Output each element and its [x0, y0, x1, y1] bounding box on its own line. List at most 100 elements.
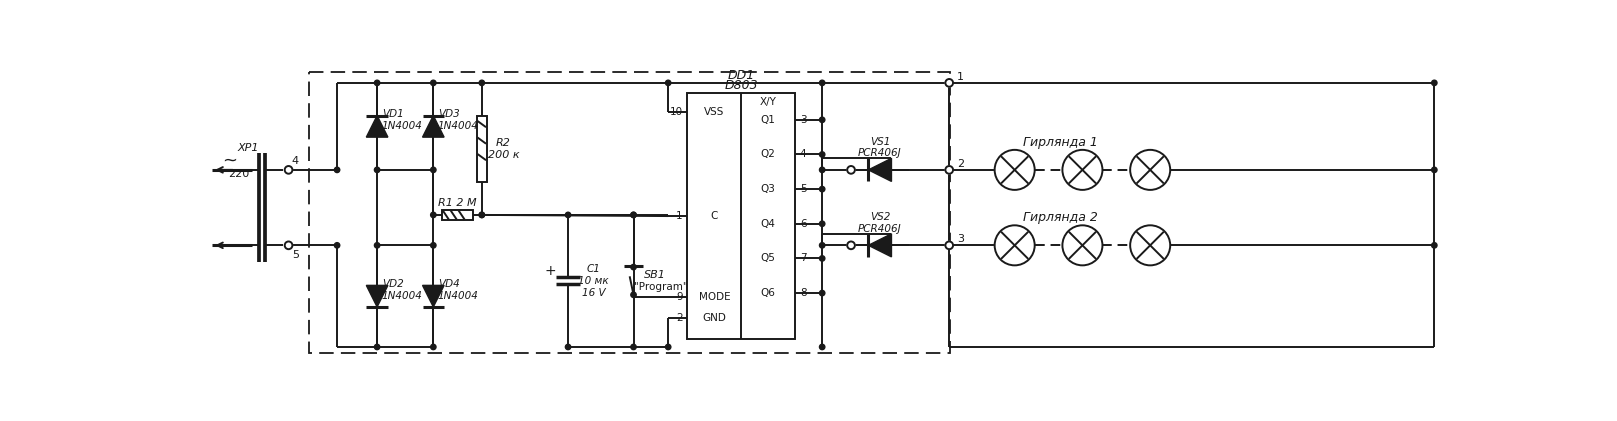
Text: 8: 8 [800, 288, 807, 298]
Circle shape [820, 344, 825, 350]
Text: C: C [711, 211, 718, 221]
Text: VSS: VSS [703, 107, 724, 117]
Bar [309, 72, 951, 353]
Circle shape [375, 344, 380, 350]
Text: VD3
1N4004: VD3 1N4004 [438, 109, 479, 131]
Text: R1 2 M: R1 2 M [438, 197, 477, 208]
Text: "Program": "Program" [634, 282, 689, 292]
Circle shape [820, 80, 825, 85]
Bar [477, 116, 487, 182]
Circle shape [1130, 150, 1171, 190]
Circle shape [820, 221, 825, 226]
Text: Q1: Q1 [762, 115, 776, 125]
Text: 3: 3 [800, 115, 807, 125]
Circle shape [631, 212, 635, 218]
Circle shape [430, 344, 437, 350]
Circle shape [1431, 167, 1438, 173]
Circle shape [375, 167, 380, 173]
Circle shape [430, 242, 437, 248]
Text: Гирлянда 2: Гирлянда 2 [1024, 211, 1098, 224]
Circle shape [335, 242, 340, 248]
Polygon shape [422, 116, 445, 137]
Text: 3: 3 [957, 234, 964, 244]
Text: DD1: DD1 [728, 69, 755, 83]
Circle shape [946, 242, 952, 249]
Circle shape [430, 167, 437, 173]
Circle shape [1130, 225, 1171, 265]
Text: 5: 5 [800, 184, 807, 194]
Text: SB1: SB1 [644, 270, 666, 280]
Text: Q3: Q3 [762, 184, 776, 194]
Text: 4: 4 [293, 156, 299, 165]
Circle shape [994, 225, 1035, 265]
Circle shape [1431, 242, 1438, 248]
Polygon shape [367, 116, 388, 137]
Text: ~: ~ [222, 152, 236, 170]
Circle shape [479, 212, 485, 218]
Text: 220: 220 [228, 169, 249, 179]
Text: Q2: Q2 [762, 149, 776, 160]
Polygon shape [422, 285, 445, 307]
Circle shape [430, 80, 437, 85]
Circle shape [566, 344, 571, 350]
Circle shape [285, 242, 293, 249]
Circle shape [820, 256, 825, 261]
Polygon shape [868, 158, 891, 181]
Bar [687, 93, 796, 339]
Circle shape [430, 212, 437, 218]
Circle shape [285, 166, 293, 174]
Circle shape [820, 290, 825, 296]
Circle shape [479, 212, 485, 218]
Circle shape [666, 344, 671, 350]
Circle shape [1431, 80, 1438, 85]
Circle shape [335, 167, 340, 173]
Circle shape [820, 242, 825, 248]
Text: VD2
1N4004: VD2 1N4004 [382, 279, 422, 301]
Circle shape [479, 80, 485, 85]
Circle shape [666, 80, 671, 85]
Circle shape [631, 344, 635, 350]
Circle shape [631, 292, 635, 298]
Text: VD1
1N4004: VD1 1N4004 [382, 109, 422, 131]
Text: VS1
PCR406J: VS1 PCR406J [859, 137, 902, 158]
Circle shape [566, 212, 571, 218]
Text: 6: 6 [800, 219, 807, 229]
Text: Q4: Q4 [762, 219, 776, 229]
Text: 7: 7 [800, 253, 807, 264]
Circle shape [631, 264, 635, 270]
Text: 10: 10 [669, 107, 682, 117]
Text: D803: D803 [724, 79, 758, 92]
Text: C1
10 мк
16 V: C1 10 мк 16 V [579, 264, 608, 298]
Circle shape [820, 117, 825, 123]
Text: 4: 4 [800, 149, 807, 160]
Text: X/Y: X/Y [760, 97, 776, 107]
Text: 2: 2 [676, 313, 682, 323]
Text: R2
200 к: R2 200 к [488, 138, 519, 160]
Circle shape [994, 150, 1035, 190]
Text: GND: GND [702, 313, 726, 323]
Text: 9: 9 [676, 292, 682, 302]
Circle shape [631, 212, 635, 218]
Polygon shape [868, 234, 891, 257]
Text: VS2
PCR406J: VS2 PCR406J [859, 212, 902, 234]
Circle shape [1062, 150, 1103, 190]
Text: +: + [545, 264, 556, 278]
Text: Q6: Q6 [762, 288, 776, 298]
Text: 1: 1 [957, 72, 964, 82]
Circle shape [820, 152, 825, 157]
Text: Гирлянда 1: Гирлянда 1 [1024, 136, 1098, 149]
Circle shape [847, 242, 855, 249]
Circle shape [375, 242, 380, 248]
Bar [441, 210, 474, 220]
Circle shape [847, 166, 855, 174]
Text: 2: 2 [957, 159, 964, 169]
Text: Q5: Q5 [762, 253, 776, 264]
Text: XP1: XP1 [238, 143, 259, 153]
Text: VD4
1N4004: VD4 1N4004 [438, 279, 479, 301]
Circle shape [946, 166, 952, 174]
Polygon shape [367, 285, 388, 307]
Circle shape [1062, 225, 1103, 265]
Text: MODE: MODE [699, 292, 731, 302]
Circle shape [820, 167, 825, 173]
Circle shape [375, 80, 380, 85]
